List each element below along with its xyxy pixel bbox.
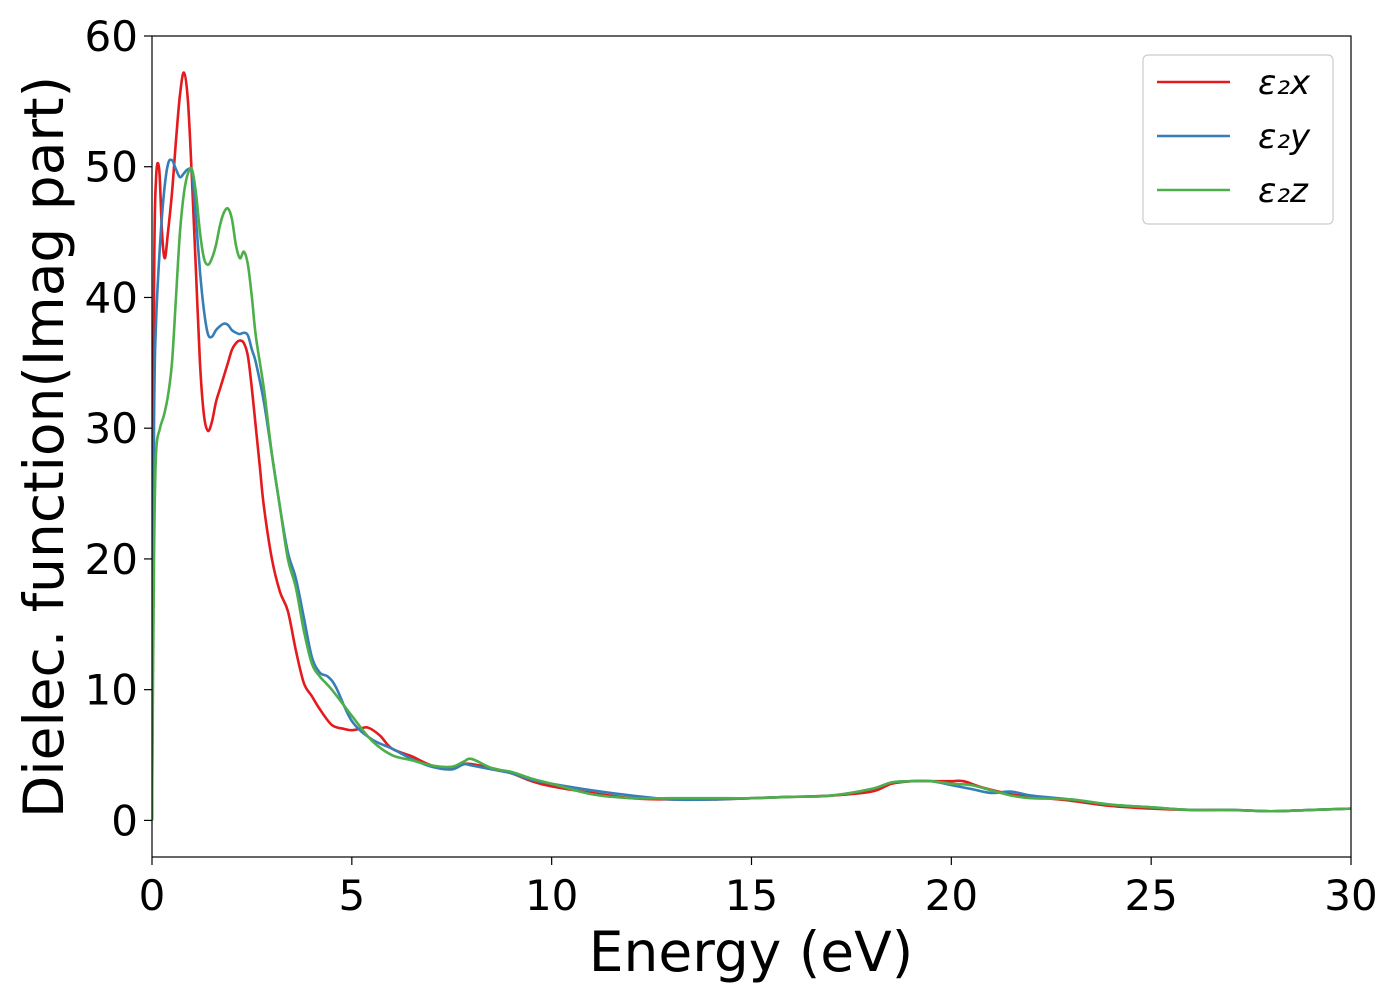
y-tick-label: 30 xyxy=(85,404,138,453)
x-tick-label: 20 xyxy=(925,871,978,920)
y-tick-label: 20 xyxy=(85,535,138,584)
y-tick-label: 60 xyxy=(85,12,138,61)
legend-label-2: ε₂y xyxy=(1258,117,1311,157)
y-tick-label: 10 xyxy=(85,666,138,715)
x-tick-label: 5 xyxy=(338,871,365,920)
y-axis-title: Dielec. function(Imag part) xyxy=(12,76,76,818)
x-axis-title: Energy (eV) xyxy=(589,920,913,984)
x-tick-label: 0 xyxy=(139,871,166,920)
series-line-3 xyxy=(152,166,1351,821)
y-axis-ticks: 0 10 20 30 40 50 60 xyxy=(85,12,152,845)
x-tick-label: 15 xyxy=(725,871,778,920)
x-tick-label: 10 xyxy=(525,871,578,920)
legend: ε₂x ε₂y ε₂z xyxy=(1142,54,1334,225)
x-axis-ticks: 0 5 10 15 20 25 30 xyxy=(139,857,1378,920)
legend-box xyxy=(1142,54,1334,225)
y-tick-label: 40 xyxy=(85,273,138,322)
series-layer xyxy=(152,71,1351,821)
legend-items: ε₂x ε₂y ε₂z xyxy=(1157,63,1311,211)
legend-label-3: ε₂z xyxy=(1258,171,1309,211)
x-tick-label: 25 xyxy=(1124,871,1177,920)
y-tick-label: 0 xyxy=(111,796,138,845)
legend-label-1: ε₂x xyxy=(1258,63,1311,103)
x-tick-label: 30 xyxy=(1324,871,1377,920)
y-tick-label: 50 xyxy=(85,143,138,192)
